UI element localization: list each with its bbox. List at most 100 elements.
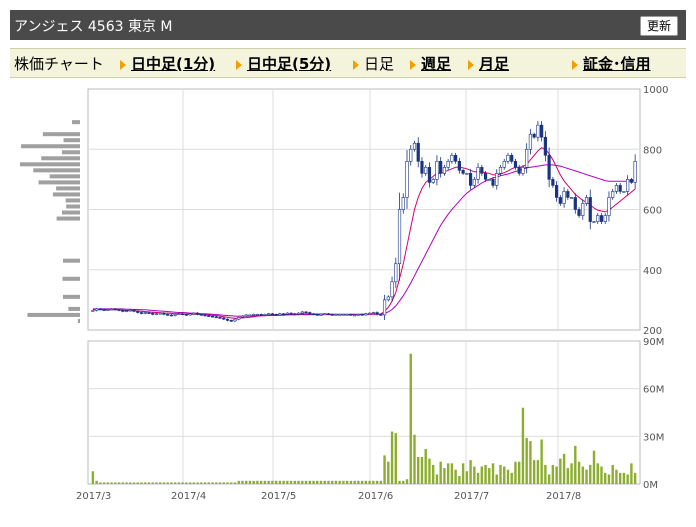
candle-up bbox=[487, 179, 491, 181]
volume-bar bbox=[413, 434, 416, 484]
candle-up bbox=[353, 314, 357, 317]
volume-bar bbox=[357, 480, 360, 484]
volume-bar bbox=[241, 480, 244, 484]
candle-down bbox=[573, 197, 577, 210]
candle-up bbox=[248, 314, 252, 317]
volume-bar bbox=[301, 480, 304, 484]
candle-down bbox=[532, 133, 536, 138]
candle-up bbox=[382, 299, 387, 316]
candle-up bbox=[244, 314, 248, 317]
candle-up bbox=[390, 281, 394, 298]
candle-up bbox=[124, 310, 129, 313]
x-tick-label: 2017/3 bbox=[76, 491, 111, 502]
volume-bar bbox=[562, 453, 566, 484]
volume-bar bbox=[200, 482, 203, 484]
volume-bar bbox=[207, 482, 211, 484]
volume-bar bbox=[263, 480, 267, 484]
candle-down bbox=[457, 161, 461, 171]
volume-tick-label: 90M bbox=[643, 337, 664, 348]
candle-up bbox=[498, 167, 503, 174]
volume-bar bbox=[439, 461, 442, 484]
volume-bar bbox=[121, 482, 124, 484]
volume-bar bbox=[364, 480, 368, 484]
candle-down bbox=[98, 308, 102, 311]
candle-down bbox=[461, 170, 465, 174]
arrow-right-icon bbox=[120, 59, 126, 70]
volume-bar bbox=[476, 472, 480, 484]
volume-bar bbox=[166, 482, 169, 484]
price-tick-label: 600 bbox=[643, 206, 662, 217]
candle-up bbox=[442, 167, 447, 174]
candle-up bbox=[536, 124, 540, 138]
chart-label: 株価チャート bbox=[14, 55, 104, 73]
volume-bar bbox=[106, 482, 110, 484]
candle-up bbox=[341, 314, 346, 316]
ma-short-line bbox=[92, 147, 636, 319]
candle-up bbox=[614, 185, 619, 192]
volume-bar bbox=[248, 480, 252, 484]
candle-up bbox=[401, 197, 405, 210]
candle-down bbox=[566, 191, 570, 198]
volume-bar bbox=[633, 472, 637, 484]
candle-down bbox=[222, 317, 226, 320]
arrow-right-icon bbox=[236, 59, 242, 70]
volume-bar bbox=[465, 471, 469, 484]
candle-up bbox=[255, 314, 260, 316]
candle-up bbox=[592, 221, 596, 223]
volume-bar bbox=[368, 480, 371, 484]
tab-intraday-1min[interactable]: 日中足(1分) bbox=[120, 53, 215, 74]
volume-bars bbox=[91, 353, 637, 484]
candle-down bbox=[311, 313, 316, 316]
volume-bar bbox=[147, 482, 151, 484]
candle-down bbox=[270, 313, 274, 316]
volume-bar bbox=[372, 480, 375, 484]
volume-bar bbox=[570, 463, 573, 484]
candle-down bbox=[483, 173, 488, 180]
volume-bar bbox=[256, 480, 259, 484]
volume-bar bbox=[480, 466, 484, 484]
candle-up bbox=[596, 215, 600, 222]
candle-down bbox=[599, 215, 604, 222]
refresh-button[interactable]: 更新 bbox=[639, 16, 678, 36]
volume-bar bbox=[566, 468, 570, 484]
volume-bar bbox=[177, 482, 181, 484]
volume-bar bbox=[252, 480, 255, 484]
volume-bar bbox=[181, 482, 184, 484]
volume-bar bbox=[192, 482, 196, 484]
volume-bar bbox=[491, 463, 495, 484]
candle-down bbox=[136, 311, 140, 313]
tab-margin-credit[interactable]: 証金･信用 bbox=[572, 53, 651, 74]
x-tick-label: 2017/5 bbox=[261, 491, 296, 502]
candle-up bbox=[472, 179, 476, 186]
volume-bar bbox=[170, 482, 173, 484]
price-tick-label: 200 bbox=[643, 326, 662, 337]
volume-bar bbox=[132, 482, 136, 484]
volume-bar bbox=[604, 472, 607, 484]
candle-up bbox=[521, 167, 525, 174]
volume-bar bbox=[117, 482, 121, 484]
tab-weekly[interactable]: 週足 bbox=[410, 53, 451, 74]
volume-bar bbox=[405, 479, 409, 484]
ma-long-line bbox=[92, 164, 636, 317]
price-tick-label: 1000 bbox=[643, 85, 668, 96]
volume-bar bbox=[446, 463, 450, 484]
tab-monthly[interactable]: 月足 bbox=[468, 53, 509, 74]
volume-bar bbox=[327, 480, 330, 484]
tab-intraday-5min[interactable]: 日中足(5分) bbox=[236, 53, 331, 74]
volume-bar bbox=[450, 463, 454, 484]
candle-up bbox=[368, 312, 372, 315]
profile-bar bbox=[52, 192, 80, 197]
volume-bar bbox=[360, 480, 364, 484]
volume-bar bbox=[473, 466, 476, 484]
volume-bar bbox=[297, 480, 300, 484]
candle-up bbox=[285, 312, 289, 315]
chart-nav: 株価チャート 日中足(1分) 日中足(5分) 日足 週足 月足 証金･信用 bbox=[10, 48, 686, 78]
volume-bar bbox=[226, 482, 229, 484]
candle-up bbox=[584, 197, 589, 204]
candle-down bbox=[618, 185, 622, 192]
volume-bar bbox=[577, 461, 581, 484]
candle-down bbox=[199, 314, 203, 316]
volume-bar bbox=[196, 482, 199, 484]
profile-bar bbox=[56, 186, 80, 191]
candle-down bbox=[218, 317, 222, 319]
